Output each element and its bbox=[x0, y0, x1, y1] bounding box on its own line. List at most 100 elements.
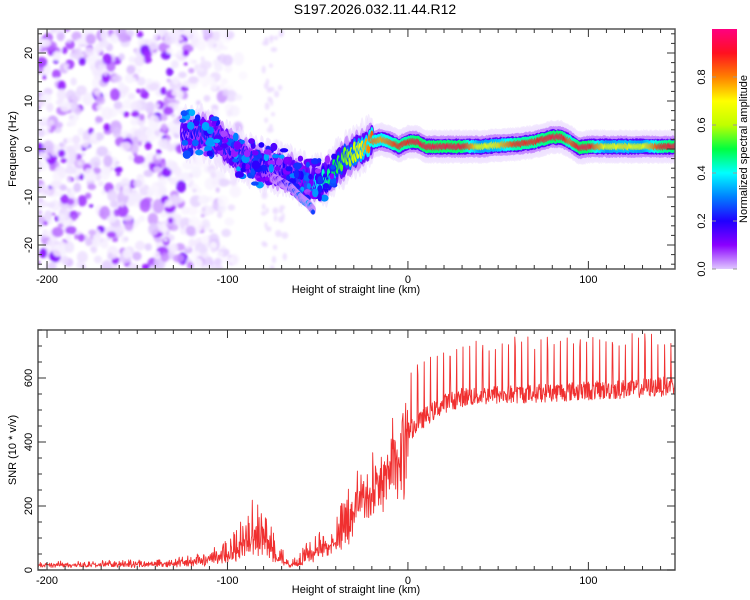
noise-blob bbox=[94, 132, 105, 141]
noise-blob bbox=[195, 100, 201, 106]
noise-blob bbox=[144, 243, 152, 251]
noise-blob bbox=[63, 63, 70, 69]
ridge-blob bbox=[317, 184, 323, 193]
noise-blob bbox=[282, 253, 287, 261]
noise-blob bbox=[88, 204, 94, 208]
ridge-blob bbox=[243, 149, 251, 158]
noise-blob bbox=[123, 99, 132, 110]
noise-blob bbox=[77, 127, 85, 136]
noise-blob bbox=[59, 141, 67, 150]
colorbar-label: Normalized spectral amplitude bbox=[738, 75, 750, 223]
noise-blob bbox=[48, 262, 57, 269]
noise-blob bbox=[103, 123, 111, 132]
noise-blob bbox=[176, 49, 183, 56]
ridge-blob bbox=[191, 139, 199, 147]
noise-blob bbox=[172, 254, 184, 263]
noise-blob bbox=[56, 88, 67, 101]
noise-blob bbox=[70, 77, 77, 86]
noise-blob bbox=[273, 214, 278, 222]
noise-blob bbox=[196, 39, 207, 51]
noise-blob bbox=[110, 32, 117, 39]
noise-blob bbox=[155, 149, 162, 155]
noise-blob bbox=[166, 78, 171, 83]
noise-blob bbox=[192, 59, 197, 64]
noise-blob bbox=[50, 163, 57, 169]
snr-y-axis-label: SNR (10 * v/v) bbox=[7, 415, 19, 485]
ridge-blob bbox=[285, 166, 293, 172]
spectrogram-y-tick-label: -20 bbox=[23, 237, 35, 253]
noise-blob bbox=[260, 210, 267, 216]
noise-blob bbox=[183, 62, 188, 66]
noise-blob bbox=[72, 144, 80, 150]
noise-blob bbox=[85, 192, 92, 199]
noise-blob bbox=[119, 141, 132, 151]
noise-blob bbox=[124, 219, 134, 231]
noise-blob bbox=[143, 50, 153, 59]
noise-blob bbox=[160, 123, 168, 132]
noise-blob bbox=[149, 264, 155, 269]
noise-blob bbox=[177, 36, 184, 42]
ridge-blob bbox=[181, 139, 189, 146]
ridge-blob bbox=[251, 160, 261, 170]
noise-blob bbox=[278, 207, 284, 214]
noise-blob bbox=[183, 30, 188, 37]
colorbar-tick-label: 0.2 bbox=[696, 213, 708, 228]
noise-blob bbox=[74, 106, 82, 116]
noise-blob bbox=[141, 263, 151, 269]
noise-blob bbox=[59, 100, 72, 112]
ridge-blob bbox=[232, 132, 239, 142]
noise-blob bbox=[211, 178, 220, 187]
noise-blob bbox=[96, 146, 109, 157]
colorbar-ticks: 0.0 0.2 0.4 0.6 0.8 bbox=[696, 69, 737, 277]
noise-blob bbox=[111, 74, 123, 83]
noise-blob bbox=[221, 245, 226, 251]
ridge-blob bbox=[188, 109, 196, 117]
noise-blob bbox=[210, 82, 218, 91]
colorbar-tick-label: 0.4 bbox=[696, 165, 708, 180]
noise-blob bbox=[49, 29, 57, 34]
noise-blob bbox=[129, 143, 139, 154]
ridge-blob bbox=[258, 142, 265, 148]
noise-blob bbox=[68, 114, 74, 120]
ridge-blob bbox=[250, 142, 256, 149]
noise-blob bbox=[172, 117, 182, 125]
noise-blob bbox=[147, 186, 155, 197]
noise-blob bbox=[221, 78, 228, 85]
noise-blob bbox=[114, 212, 120, 217]
noise-blob bbox=[100, 239, 109, 249]
noise-blob bbox=[266, 87, 272, 93]
noise-blob bbox=[191, 29, 198, 35]
ridge-blob bbox=[324, 155, 331, 164]
noise-blob bbox=[134, 219, 141, 225]
noise-blob bbox=[77, 233, 85, 242]
snr-frame bbox=[37, 329, 676, 571]
noise-blob bbox=[210, 171, 217, 179]
noise-blob bbox=[66, 198, 75, 206]
noise-blob bbox=[129, 77, 137, 83]
noise-blob bbox=[103, 154, 113, 167]
noise-blob bbox=[139, 198, 152, 213]
noise-blob bbox=[169, 177, 177, 185]
snr-y-tick-label: 600 bbox=[23, 369, 35, 387]
noise-blob bbox=[77, 195, 87, 207]
ridge-blob bbox=[270, 142, 278, 152]
noise-blob bbox=[216, 55, 221, 61]
noise-blob bbox=[95, 96, 106, 105]
noise-blob bbox=[87, 183, 97, 190]
noise-blob bbox=[201, 219, 210, 229]
noise-blob bbox=[264, 102, 270, 111]
noise-blob bbox=[91, 238, 101, 248]
noise-blob bbox=[94, 90, 101, 97]
noise-blob bbox=[224, 217, 235, 226]
noise-blob bbox=[234, 94, 243, 101]
ridge-blob bbox=[251, 150, 259, 156]
noise-blob bbox=[160, 161, 167, 168]
spectrogram-y-tick-label: 10 bbox=[23, 95, 35, 107]
spectrogram-y-ticks: -20 -10 0 10 20 bbox=[23, 33, 675, 265]
ridge-blob bbox=[206, 137, 215, 146]
noise-blob bbox=[148, 115, 160, 130]
noise-blob bbox=[78, 57, 87, 66]
noise-blob bbox=[42, 74, 47, 80]
noise-blob bbox=[44, 153, 50, 159]
noise-blob bbox=[47, 119, 55, 126]
